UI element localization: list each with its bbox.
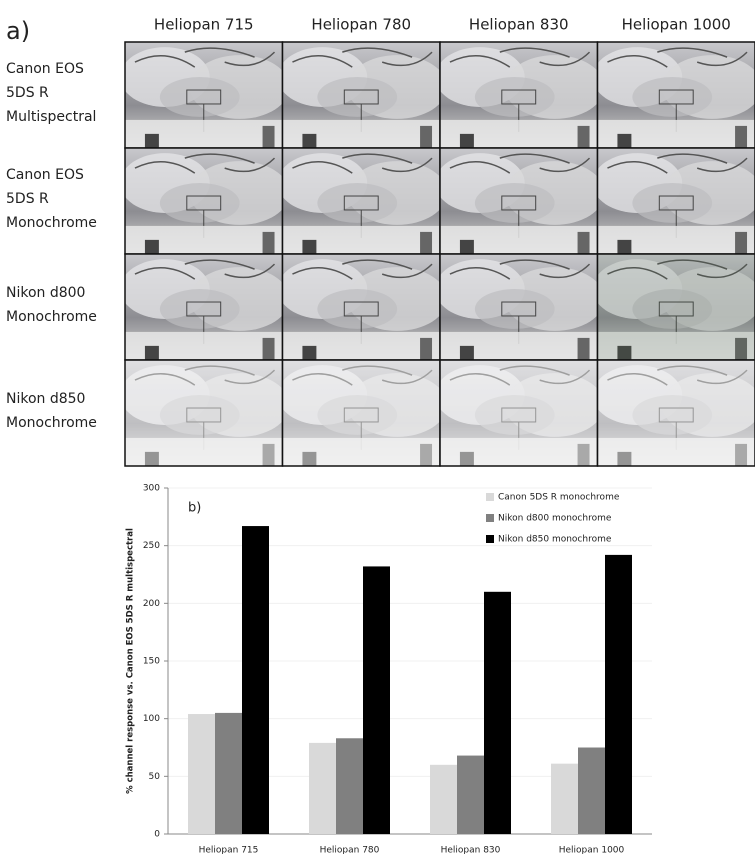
photo xyxy=(120,254,289,360)
column-header: Heliopan 830 xyxy=(469,16,569,34)
row-label: Nikon d850 xyxy=(6,391,85,407)
y-tick-label: 100 xyxy=(143,714,160,724)
bar xyxy=(551,764,578,834)
y-tick-label: 50 xyxy=(149,772,161,782)
photo xyxy=(278,148,447,254)
row-label: Canon EOS xyxy=(6,61,84,77)
photo xyxy=(120,148,289,254)
photo xyxy=(435,148,604,254)
bar xyxy=(363,566,390,834)
bar xyxy=(578,748,605,835)
photo xyxy=(593,42,755,148)
panel-label: a) xyxy=(6,17,30,45)
bar xyxy=(336,738,363,834)
y-axis-title: % channel response vs. Canon EOS 5DS R m… xyxy=(126,528,136,794)
photo xyxy=(435,254,604,360)
column-header: Heliopan 1000 xyxy=(622,16,731,34)
bar xyxy=(430,765,457,834)
bar xyxy=(484,592,511,834)
y-tick-label: 200 xyxy=(143,599,160,609)
bar xyxy=(605,555,632,834)
legend-label: Nikon d800 monochrome xyxy=(498,514,612,524)
legend-swatch xyxy=(486,514,494,522)
bar xyxy=(309,743,336,834)
y-tick-label: 150 xyxy=(143,657,160,667)
page: a) Heliopan 715Heliopan 780Heliopan 830H… xyxy=(0,0,755,854)
bar xyxy=(188,714,215,834)
legend-swatch xyxy=(486,493,494,501)
photo-tint xyxy=(283,360,441,466)
x-tick-label: Heliopan 780 xyxy=(320,846,380,854)
row-label: 5DS R xyxy=(6,191,49,207)
legend-label: Nikon d850 monochrome xyxy=(498,535,612,545)
bar xyxy=(242,526,269,834)
photo-tint xyxy=(598,360,755,466)
x-tick-label: Heliopan 715 xyxy=(199,846,259,854)
row-label: Monochrome xyxy=(6,415,97,431)
chart: b) % channel response vs. Canon EOS 5DS … xyxy=(126,484,653,854)
column-header: Heliopan 715 xyxy=(154,16,254,34)
row-label: Nikon d800 xyxy=(6,285,85,301)
bar xyxy=(215,713,242,834)
photo-tint xyxy=(125,360,283,466)
y-tick-label: 300 xyxy=(143,484,160,494)
photo-tint xyxy=(598,254,755,360)
x-tick-label: Heliopan 1000 xyxy=(559,846,625,854)
image-grid: Heliopan 715 Heliopan 780 Heliopan 830 Heli… xyxy=(6,16,755,467)
photo xyxy=(593,148,755,254)
row-label: Monochrome xyxy=(6,309,97,325)
row-label: Monochrome xyxy=(6,215,97,231)
photo xyxy=(278,254,447,360)
bar xyxy=(457,756,484,834)
column-header: Heliopan 780 xyxy=(311,16,411,34)
photo xyxy=(278,42,447,148)
photo-tint xyxy=(440,360,598,466)
row-label: Multispectral xyxy=(6,109,96,125)
legend-swatch xyxy=(486,535,494,543)
row-label: Canon EOS xyxy=(6,167,84,183)
annotation: b) xyxy=(188,501,201,516)
x-tick-label: Heliopan 830 xyxy=(441,846,501,854)
legend-label: Canon 5DS R monochrome xyxy=(498,493,620,503)
figure: a) Heliopan 715Heliopan 780Heliopan 830H… xyxy=(0,0,755,854)
y-tick-label: 0 xyxy=(154,830,160,840)
y-tick-label: 250 xyxy=(143,541,160,551)
photo xyxy=(120,42,289,148)
row-label: 5DS R xyxy=(6,85,49,101)
photo xyxy=(435,42,604,148)
